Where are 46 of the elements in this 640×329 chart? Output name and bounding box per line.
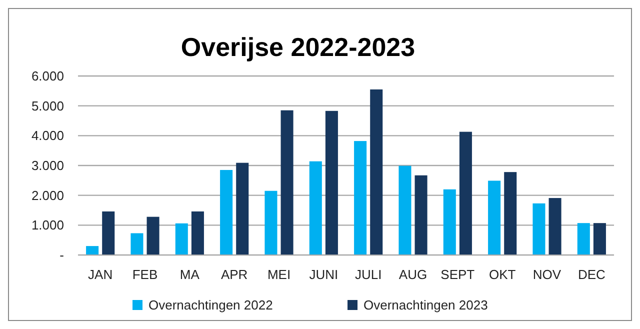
x-tick-label: OKT bbox=[488, 267, 516, 282]
bar bbox=[459, 132, 472, 255]
x-tick-label: JUNI bbox=[309, 267, 338, 282]
x-tick-label: AUG bbox=[398, 267, 428, 282]
bar bbox=[532, 203, 546, 255]
bar bbox=[504, 172, 517, 255]
chart-title: Overijse 2022-2023 bbox=[180, 32, 416, 62]
bar bbox=[325, 110, 338, 255]
bar bbox=[577, 223, 590, 255]
bar bbox=[102, 211, 115, 255]
bar bbox=[146, 216, 160, 255]
bar bbox=[548, 198, 562, 255]
bar bbox=[370, 89, 383, 255]
bar bbox=[86, 246, 99, 255]
bar bbox=[264, 190, 278, 255]
y-tick-label: 3.000 bbox=[31, 158, 64, 174]
legend-label: Overnachtingen 2022 bbox=[148, 298, 273, 313]
bar bbox=[309, 161, 322, 255]
x-tick-label: SEPT bbox=[440, 267, 475, 282]
bar bbox=[280, 110, 294, 255]
y-tick-label: 1.000 bbox=[31, 218, 64, 233]
y-tick-label: - bbox=[60, 248, 64, 263]
bar bbox=[220, 170, 233, 255]
bar bbox=[398, 166, 412, 255]
bar bbox=[236, 162, 249, 255]
x-tick-label: DEC bbox=[578, 267, 606, 282]
bar bbox=[488, 180, 501, 255]
y-tick-label: 2.000 bbox=[31, 188, 64, 203]
y-tick-label: 6.000 bbox=[31, 68, 64, 84]
bar bbox=[191, 211, 204, 255]
y-tick-label: 5.000 bbox=[31, 98, 64, 114]
x-tick-label: APR bbox=[220, 267, 248, 282]
x-tick-label: NOV bbox=[532, 267, 562, 282]
x-tick-label: JULI bbox=[354, 267, 382, 282]
x-tick-label: MEI bbox=[267, 267, 291, 282]
bar bbox=[130, 233, 144, 255]
bar bbox=[443, 189, 456, 255]
bar bbox=[354, 141, 367, 255]
bar bbox=[414, 175, 428, 255]
bar bbox=[593, 223, 606, 255]
x-tick-label: FEB bbox=[132, 267, 158, 282]
x-tick-label: JAN bbox=[88, 267, 113, 282]
x-tick-label: MA bbox=[180, 267, 200, 282]
legend-label: Overnachtingen 2023 bbox=[364, 298, 488, 313]
y-tick-label: 4.000 bbox=[31, 128, 64, 144]
bar bbox=[175, 223, 188, 255]
